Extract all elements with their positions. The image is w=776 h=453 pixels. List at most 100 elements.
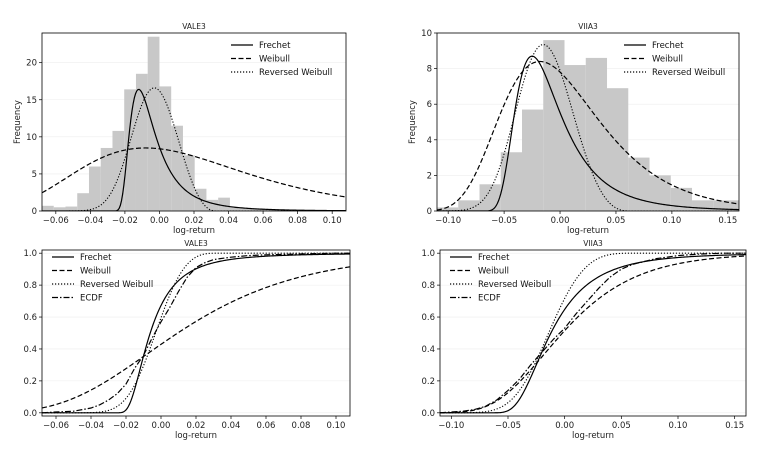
x-tick-label: −0.02 <box>112 216 138 226</box>
histogram-bar <box>88 166 101 211</box>
x-tick-label: 0.08 <box>288 216 307 226</box>
x-axis-label: log-return <box>567 226 609 236</box>
axes-frame <box>436 32 740 212</box>
histogram-bar <box>42 205 54 211</box>
plot-area <box>440 252 746 414</box>
x-tick-label: 0.15 <box>718 216 737 226</box>
y-tick-label: 6 <box>427 100 432 110</box>
legend: Frechet Weibull Reversed Weibull ECDF <box>450 253 551 304</box>
x-tick-label: −0.04 <box>77 216 103 226</box>
legend-label: Frechet <box>259 41 291 51</box>
x-tick-label: −0.10 <box>435 216 461 226</box>
x-tick-label: 0.02 <box>185 216 204 226</box>
histogram-bar <box>171 125 183 211</box>
y-tick-label: 0.6 <box>421 313 435 323</box>
histogram-bar <box>77 193 89 211</box>
x-tick-label: 0.10 <box>669 421 688 431</box>
y-tick-label: 0.4 <box>23 345 37 355</box>
legend: Frechet Weibull Reversed Weibull <box>231 41 332 78</box>
legend-label: Weibull <box>652 55 683 65</box>
x-tick-label: 0.05 <box>606 216 625 226</box>
legend-label: Reversed Weibull <box>478 280 551 290</box>
histogram-bar <box>265 209 277 211</box>
series-line-weibull <box>440 255 746 414</box>
legend: Frechet Weibull Reversed Weibull <box>624 41 725 78</box>
legend-label: Reversed Weibull <box>259 68 332 78</box>
series-line-frechet <box>42 253 350 414</box>
histogram-bar <box>607 88 629 211</box>
viia3-cdf-panel: −0.10 −0.05 0.00 0.05 0.10 0.15 0.0 0.2 0.4 0.6 0.… <box>421 239 747 441</box>
plot-area <box>42 252 350 414</box>
x-tick-label: 0.15 <box>725 421 744 431</box>
histogram-bar <box>628 157 650 211</box>
legend-label: Reversed Weibull <box>652 68 725 78</box>
y-tick-label: 8 <box>427 65 432 75</box>
series-line-reversed-weibull <box>42 252 350 414</box>
y-tick-label: 0.0 <box>421 409 435 419</box>
histogram-bar <box>100 147 113 211</box>
y-tick-label: 0.2 <box>23 377 37 387</box>
histogram-bar <box>479 184 501 211</box>
legend-label: Frechet <box>80 253 112 263</box>
histogram-bar <box>112 130 125 211</box>
histogram-bar <box>159 86 172 211</box>
histogram-bar <box>713 200 735 211</box>
y-tick-label: 10 <box>26 133 37 143</box>
x-tick-label: 0.10 <box>323 216 342 226</box>
y-axis-label: Frequency <box>408 100 418 144</box>
x-tick-label: −0.02 <box>113 421 139 431</box>
x-axis-label: log-return <box>173 226 215 236</box>
chart-title: VALE3 <box>184 239 208 248</box>
x-tick-label: 0.00 <box>555 421 574 431</box>
series-line-ecdf <box>440 252 746 414</box>
histogram-bar <box>147 36 160 211</box>
histogram-bar <box>182 155 195 211</box>
histogram-bar <box>543 40 565 211</box>
x-tick-label: −0.06 <box>43 216 69 226</box>
x-tick-label: 0.00 <box>551 216 570 226</box>
y-tick-label: 5 <box>32 170 37 180</box>
histogram-bar <box>241 208 254 211</box>
legend-label: Weibull <box>259 55 290 65</box>
vale3-cdf-panel: −0.06 −0.04 −0.02 0.00 0.02 0.04 0.06 0.08 0.10 0… <box>23 239 351 441</box>
x-tick-label: −0.04 <box>78 421 104 431</box>
histogram-bar <box>124 89 136 211</box>
chart-title: VIIA3 <box>578 22 598 31</box>
histogram-bar <box>670 187 693 211</box>
series-line-reversed-weibull <box>440 252 746 414</box>
y-tick-label: 0.2 <box>421 377 435 387</box>
histogram-bar <box>564 65 586 211</box>
y-tick-label: 0 <box>32 207 37 217</box>
x-tick-label: 0.04 <box>219 216 238 226</box>
vale3-hist-panel: −0.06 −0.04 −0.02 0.00 0.02 0.04 0.06 0.08 0.10 0… <box>13 22 347 236</box>
x-tick-label: −0.10 <box>438 421 464 431</box>
legend-label: Frechet <box>478 253 510 263</box>
y-tick-label: 1.0 <box>23 249 37 259</box>
x-tick-label: 0.02 <box>187 421 206 431</box>
histogram-bar <box>734 200 739 211</box>
legend-label: Weibull <box>478 267 509 277</box>
x-tick-label: 0.04 <box>222 421 241 431</box>
plot-area <box>437 40 739 211</box>
x-tick-label: 0.05 <box>612 421 631 431</box>
histogram-bar <box>206 199 219 211</box>
legend: Frechet Weibull Reversed Weibull ECDF <box>52 253 153 304</box>
x-tick-label: 0.10 <box>662 216 681 226</box>
y-tick-label: 10 <box>421 29 432 39</box>
axes-frame <box>439 249 747 417</box>
histogram-bar <box>65 206 78 211</box>
histogram-bar <box>522 109 544 211</box>
histogram-bar <box>437 207 459 211</box>
legend-label: ECDF <box>478 294 501 304</box>
histogram-bar <box>229 207 242 211</box>
histogram-bar <box>253 208 266 211</box>
x-tick-label: 0.06 <box>257 421 276 431</box>
y-tick-label: 15 <box>26 96 37 106</box>
histogram-bar <box>585 57 608 211</box>
chart-title: VALE3 <box>182 22 206 31</box>
x-tick-label: −0.05 <box>491 216 517 226</box>
histogram-bar <box>649 175 671 211</box>
legend-label: Reversed Weibull <box>80 280 153 290</box>
histogram-bar <box>458 200 480 211</box>
